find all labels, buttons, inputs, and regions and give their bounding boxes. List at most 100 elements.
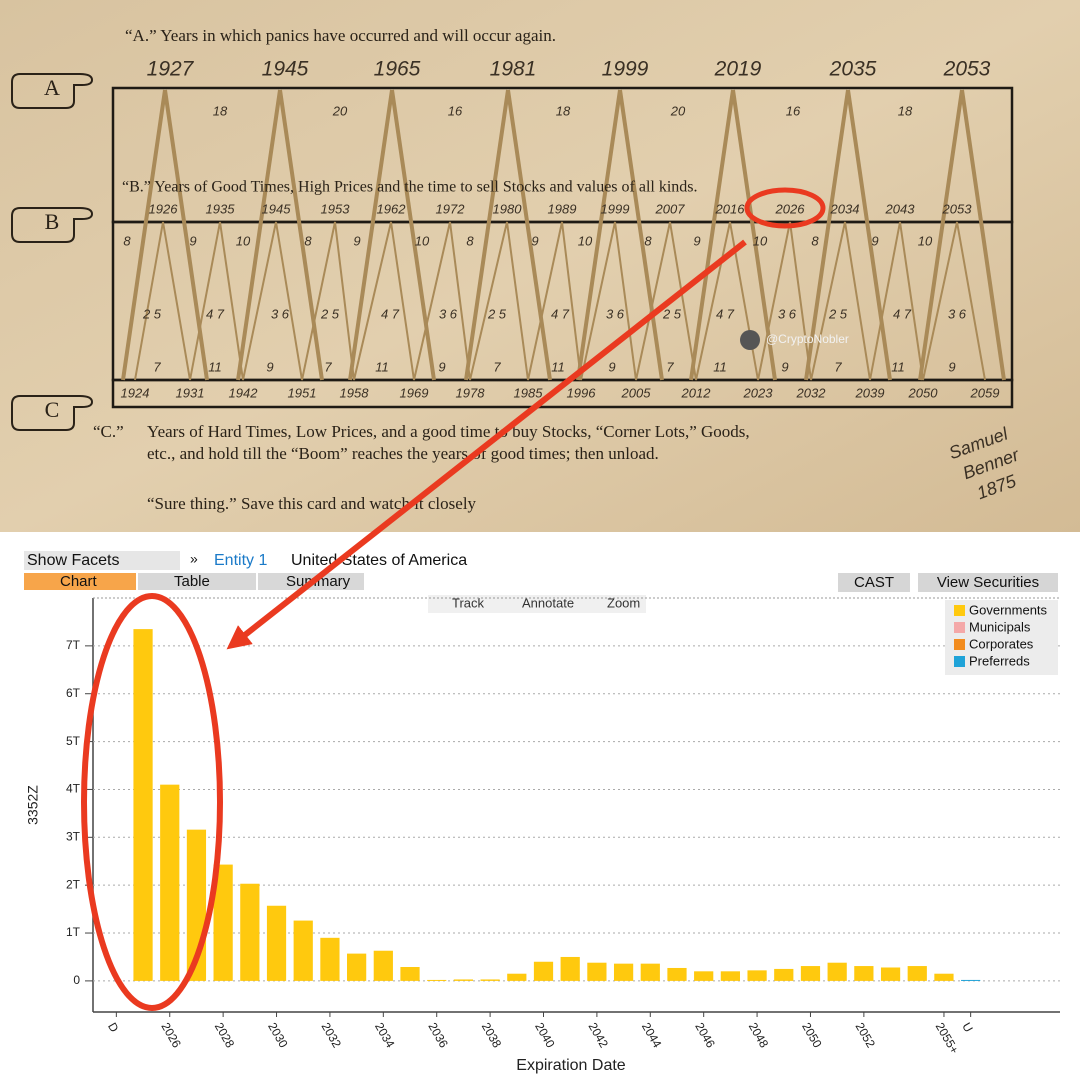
a-title: “A.” Years in which panics have occurred…: [125, 26, 556, 45]
cycle-line: [960, 89, 1006, 381]
hard-year: 1931: [176, 385, 205, 400]
arrow: [226, 239, 747, 650]
cycle-zigzag: [134, 221, 986, 381]
bar: [667, 967, 687, 981]
interval-top: 9: [353, 233, 360, 248]
x-tick-label: D: [105, 1020, 122, 1035]
tab[interactable]: Chart: [24, 573, 136, 590]
panic-interval: 16: [448, 103, 463, 118]
bar: [694, 971, 714, 981]
y-tick-label: 0: [73, 973, 80, 987]
hard-year: 1924: [121, 385, 150, 400]
good-year: 2007: [655, 201, 686, 216]
x-logo: [740, 330, 760, 350]
good-year: 2053: [942, 201, 973, 216]
sure-thing: “Sure thing.” Save this card and watch i…: [147, 494, 477, 513]
button[interactable]: CAST: [838, 573, 910, 592]
bar: [240, 883, 260, 981]
good-year: 1935: [206, 201, 236, 216]
interval-bottom: 11: [208, 359, 222, 374]
tab[interactable]: Table: [138, 573, 256, 590]
panic-year: 1945: [262, 58, 309, 81]
interval-bottom: 11: [375, 359, 389, 374]
interval-top: 8: [466, 233, 474, 248]
interval-top: 8: [304, 233, 312, 248]
hard-year: 2005: [621, 385, 652, 400]
cycle-line: [390, 89, 436, 381]
bar: [160, 784, 180, 981]
bar: [720, 971, 740, 981]
bar: [613, 963, 634, 981]
interval-top: 8: [811, 233, 819, 248]
button[interactable]: View Securities: [918, 573, 1058, 592]
annotation-overlay: [81, 187, 826, 1011]
bar: [934, 973, 954, 981]
legend-label: Governments: [969, 602, 1048, 617]
cycle-line: [618, 89, 664, 381]
hard-year: 2059: [970, 385, 1000, 400]
x-tick-label: 2038: [479, 1020, 505, 1050]
cycle-line: [121, 89, 167, 381]
bar: [961, 979, 981, 981]
x-axis-title: Expiration Date: [516, 1057, 625, 1074]
highlight-circle: [744, 187, 826, 229]
hard-year: 2039: [855, 385, 885, 400]
box-c: [111, 378, 1014, 409]
interval-mid: 2 5: [320, 306, 340, 321]
interval-bottom: 9: [608, 359, 615, 374]
button-label: View Securities: [937, 574, 1039, 591]
x-tick-label: 2042: [586, 1020, 612, 1050]
x-tick-label: 2032: [319, 1020, 345, 1050]
hard-year: 1969: [400, 385, 429, 400]
x-tick-label: U: [959, 1020, 975, 1035]
bar: [213, 864, 233, 981]
cycle-line: [506, 89, 552, 381]
tool[interactable]: Track: [452, 595, 485, 610]
panic-year: 1999: [602, 58, 649, 81]
bar: [747, 970, 767, 981]
interval-bottom: 11: [891, 359, 905, 374]
interval-bottom: 9: [948, 359, 955, 374]
bar: [293, 920, 313, 981]
bar: [266, 905, 287, 981]
chart: 0 1T 2T 3T 4T 5T 6T 7T 3352Z Expiration Date D 2026…: [25, 597, 1060, 1074]
hard-year: 2012: [681, 385, 712, 400]
hard-year: 1978: [456, 385, 486, 400]
interval-bottom: 7: [324, 359, 332, 374]
interval-mid: 4 7: [206, 306, 225, 321]
good-year: 1972: [436, 201, 466, 216]
bar: [453, 979, 474, 981]
tool[interactable]: Zoom: [607, 595, 640, 610]
hard-year: 2032: [796, 385, 827, 400]
interval-bottom: 7: [834, 359, 842, 374]
facets-box: [24, 551, 180, 570]
tool[interactable]: Annotate: [522, 595, 574, 610]
y-tick-label: 4T: [66, 782, 81, 796]
hand-label: C: [45, 397, 60, 422]
tab-label: Summary: [286, 573, 351, 590]
bar: [800, 966, 821, 981]
good-year: 1945: [262, 201, 292, 216]
expand: »: [190, 551, 198, 567]
bar: [400, 967, 420, 981]
good-year: 2043: [885, 201, 916, 216]
bar: [480, 979, 500, 981]
interval-bottom: 9: [438, 359, 445, 374]
c-line: etc., and hold till the “Boom” reaches t…: [147, 444, 659, 463]
interval-top: 10: [236, 233, 251, 248]
interval-top: 9: [871, 233, 878, 248]
x-tick-label: 2048: [746, 1020, 772, 1050]
tab-bg: [138, 573, 256, 590]
terminal-ui: Show Facets » Entity 1 United States of Ame…: [24, 551, 1058, 613]
legend-label: Municipals: [969, 619, 1031, 634]
pointing-hand: [11, 395, 94, 431]
hand-label: B: [45, 209, 60, 234]
interval-top: 10: [753, 233, 768, 248]
interval-top: 8: [644, 233, 652, 248]
cycle-line: [576, 89, 622, 381]
hard-year: 1996: [567, 385, 597, 400]
c-line: Years of Hard Times, Low Prices, and a g…: [147, 422, 750, 441]
interval-mid: 3 6: [606, 306, 625, 321]
legend-swatch: [954, 656, 965, 667]
